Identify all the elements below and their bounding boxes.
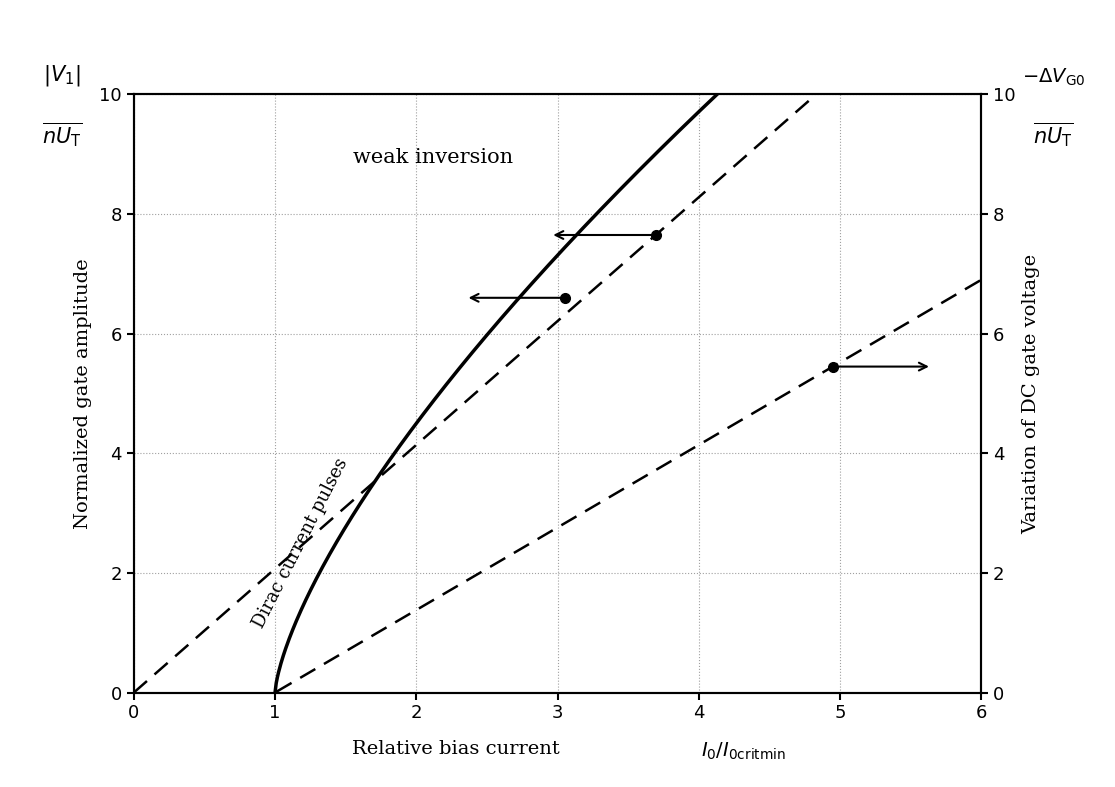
Text: $I_0/I_{0\mathrm{critmin}}$: $I_0/I_{0\mathrm{critmin}}$ xyxy=(701,741,786,762)
Y-axis label: Variation of DC gate voltage: Variation of DC gate voltage xyxy=(1022,253,1040,534)
Text: $\overline{nU_{\mathrm{T}}}$: $\overline{nU_{\mathrm{T}}}$ xyxy=(1034,121,1074,150)
Text: Dirac current pulses: Dirac current pulses xyxy=(250,455,351,631)
Text: $|V_1|$: $|V_1|$ xyxy=(43,64,80,88)
Y-axis label: Normalized gate amplitude: Normalized gate amplitude xyxy=(75,258,93,529)
Text: weak inversion: weak inversion xyxy=(352,148,513,168)
Text: $-\Delta V_{\mathrm{G0}}$: $-\Delta V_{\mathrm{G0}}$ xyxy=(1021,67,1085,88)
Text: $\overline{nU_{\mathrm{T}}}$: $\overline{nU_{\mathrm{T}}}$ xyxy=(41,121,81,150)
Text: Relative bias current: Relative bias current xyxy=(352,741,560,759)
